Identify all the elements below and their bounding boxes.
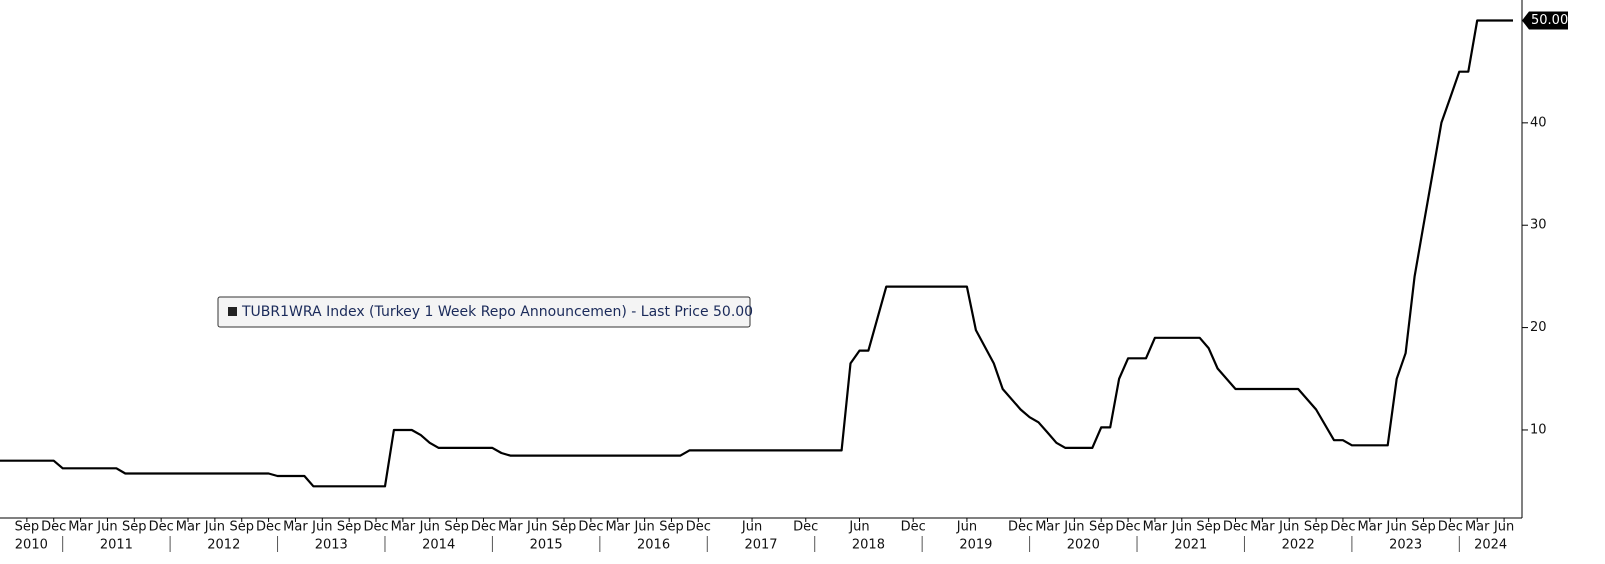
x-tick-label: Dec (793, 520, 818, 535)
x-tick-label: Jun (311, 520, 332, 535)
x-tick-label: Mar (1465, 520, 1490, 535)
year-label: 2010 (15, 538, 48, 553)
x-tick-label: Mar (283, 520, 308, 535)
x-tick-label: Dec (578, 520, 603, 535)
y-tick-label: 20 (1530, 320, 1547, 335)
x-tick-label: Dec (363, 520, 388, 535)
y-tick-label: 40 (1530, 115, 1547, 130)
year-label: 2012 (207, 538, 240, 553)
year-label: 2011 (100, 538, 133, 553)
last-price-label: 50.00 (1531, 13, 1568, 28)
x-tick-label: Sep (122, 520, 147, 535)
x-tick-label: Jun (1278, 520, 1299, 535)
year-label: 2014 (422, 538, 455, 553)
x-tick-label: Sep (1089, 520, 1114, 535)
year-label: 2015 (530, 538, 563, 553)
x-tick-label: Mar (176, 520, 201, 535)
x-tick-label: Sep (337, 520, 362, 535)
x-tick-label: Mar (1358, 520, 1383, 535)
year-label: 2020 (1067, 538, 1100, 553)
x-tick-label: Jun (419, 520, 440, 535)
x-tick-label: Jun (96, 520, 117, 535)
x-tick-label: Sep (1304, 520, 1329, 535)
x-tick-label: Sep (15, 520, 40, 535)
legend-label: TUBR1WRA Index (Turkey 1 Week Repo Annou… (241, 304, 753, 320)
x-tick-label: Mar (1250, 520, 1275, 535)
x-tick-label: Dec (901, 520, 926, 535)
x-tick-label: Jun (956, 520, 977, 535)
x-tick-label: Sep (1196, 520, 1221, 535)
x-tick-label: Jun (741, 520, 762, 535)
x-tick-label: Jun (1171, 520, 1192, 535)
year-label: 2022 (1282, 538, 1315, 553)
x-tick-label: Dec (1330, 520, 1355, 535)
x-tick-label: Sep (1411, 520, 1436, 535)
line-series (0, 19, 1513, 488)
x-tick-label: Dec (1223, 520, 1248, 535)
x-tick-label: Mar (1035, 520, 1060, 535)
year-label: 2024 (1474, 538, 1507, 553)
x-tick-label: Mar (498, 520, 523, 535)
last-price-marker (1522, 11, 1568, 30)
x-tick-label: Sep (659, 520, 684, 535)
year-label: 2019 (959, 538, 992, 553)
year-label: 2018 (852, 538, 885, 553)
year-label: 2013 (315, 538, 348, 553)
legend-box (217, 296, 751, 328)
x-tick-label: Sep (552, 520, 577, 535)
x-tick-label: Dec (686, 520, 711, 535)
x-tick-label: Dec (1115, 520, 1140, 535)
x-tick-label: Jun (633, 520, 654, 535)
x-tick-label: Sep (444, 520, 469, 535)
x-tick-label: Mar (68, 520, 93, 535)
y-tick-label: 30 (1530, 218, 1547, 233)
x-tick-label: Jun (1063, 520, 1084, 535)
x-tick-label: Sep (229, 520, 254, 535)
x-tick-label: Mar (1143, 520, 1168, 535)
x-tick-label: Jun (204, 520, 225, 535)
year-label: 2016 (637, 538, 670, 553)
x-tick-label: Jun (848, 520, 869, 535)
x-tick-label: Jun (526, 520, 547, 535)
x-tick-label: Dec (41, 520, 66, 535)
x-tick-label: Dec (1438, 520, 1463, 535)
year-label: 2023 (1389, 538, 1422, 553)
x-tick-label: Jun (1493, 520, 1514, 535)
x-tick-label: Jun (1386, 520, 1407, 535)
x-tick-label: Mar (605, 520, 630, 535)
year-label: 2017 (744, 538, 777, 553)
x-tick-label: Mar (391, 520, 416, 535)
y-tick-label: 10 (1530, 422, 1547, 437)
x-tick-label: Dec (1008, 520, 1033, 535)
legend-swatch (228, 307, 237, 316)
year-label: 2021 (1174, 538, 1207, 553)
x-tick-label: Dec (256, 520, 281, 535)
x-tick-label: Dec (149, 520, 174, 535)
x-tick-label: Dec (471, 520, 496, 535)
